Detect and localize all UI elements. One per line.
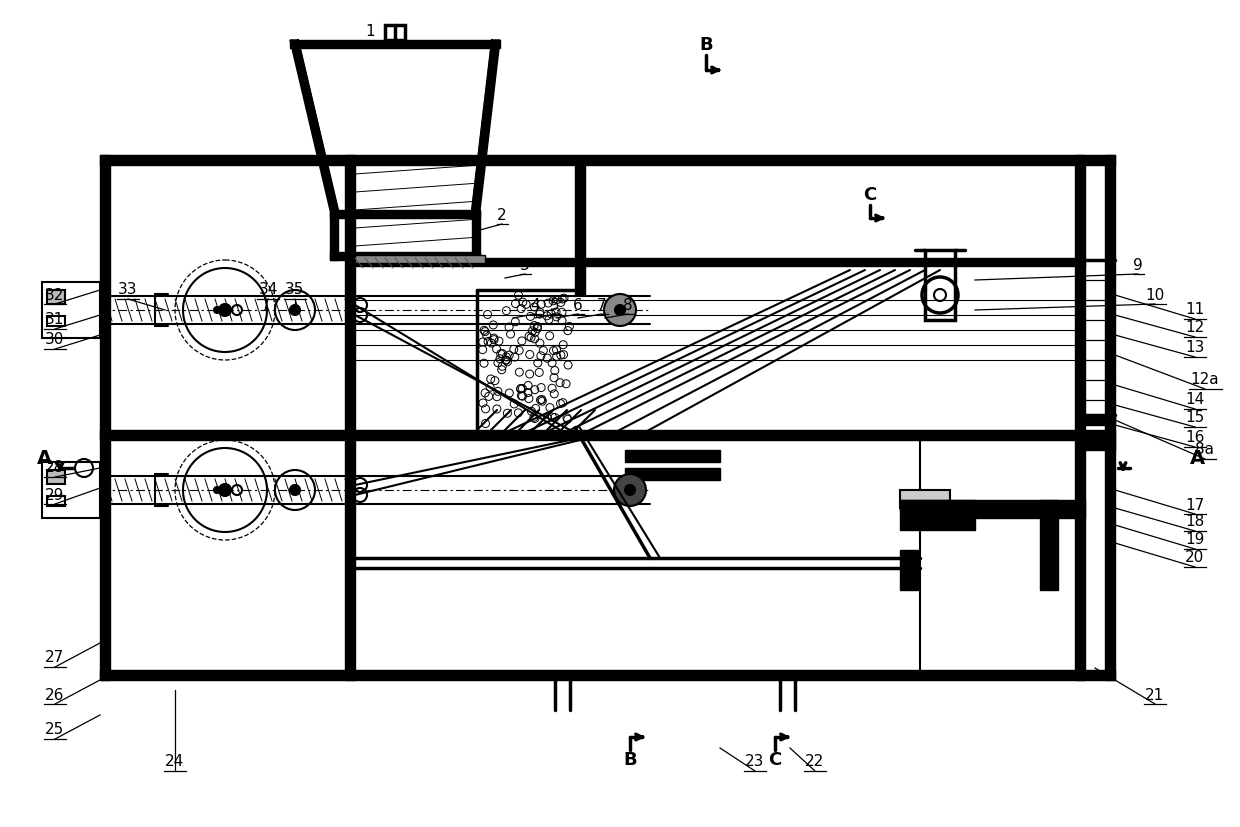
Bar [900,518,975,530]
Bar [900,500,975,512]
Text: 9: 9 [1133,257,1143,273]
Text: 35: 35 [285,283,305,298]
Circle shape [219,304,231,316]
Text: B: B [624,751,637,769]
Text: C: C [863,186,877,204]
Bar [355,258,1085,266]
Text: 26: 26 [46,687,64,702]
Text: 11: 11 [1185,303,1204,318]
Text: 31: 31 [46,313,64,327]
Text: 19: 19 [1185,533,1205,547]
Circle shape [604,294,636,326]
Bar [47,496,64,506]
Polygon shape [290,40,339,210]
Text: C: C [769,751,781,769]
Text: 24: 24 [165,754,185,769]
Bar [345,155,355,680]
Bar [1085,440,1115,450]
Circle shape [290,305,300,315]
Text: 33: 33 [118,283,138,298]
Bar [330,252,480,260]
Bar [355,155,1115,165]
Text: 16: 16 [1185,431,1205,446]
Text: 12a: 12a [1190,372,1219,388]
Bar [100,430,1115,440]
Bar [42,462,100,518]
Text: 30: 30 [46,332,64,347]
Bar [42,282,100,338]
Circle shape [625,485,635,495]
Text: 6: 6 [573,298,583,313]
Circle shape [614,474,646,506]
Text: 28: 28 [46,461,64,476]
Text: 34: 34 [258,283,278,298]
Text: 18: 18 [1185,514,1204,529]
Bar [290,40,500,48]
Text: 2: 2 [497,208,507,222]
Bar [355,255,485,263]
Bar [1085,415,1115,425]
Bar [900,490,950,508]
Bar [100,670,355,680]
Text: A: A [1190,448,1205,467]
Bar [100,155,110,680]
Bar [47,290,64,304]
Text: 1: 1 [366,25,374,40]
Polygon shape [472,40,500,210]
Bar [100,155,355,165]
Text: 29: 29 [46,487,64,503]
Text: B: B [699,36,713,54]
Bar [1105,155,1115,680]
Bar [330,210,480,218]
Text: 22: 22 [805,754,825,769]
Circle shape [215,307,219,313]
Bar [900,500,1085,518]
Text: 12: 12 [1185,321,1204,336]
Text: 23: 23 [745,754,765,769]
Text: 21: 21 [1146,687,1164,702]
Text: 14: 14 [1185,393,1204,408]
Text: 10: 10 [1146,288,1164,303]
Bar [472,210,480,260]
Text: 13: 13 [1185,341,1205,356]
Bar [925,250,955,320]
Bar [47,470,64,484]
Text: A: A [37,448,52,467]
Bar [330,210,339,260]
Circle shape [215,487,219,493]
Circle shape [219,484,231,496]
Text: 8: 8 [624,298,632,313]
Text: 32: 32 [46,288,64,303]
Bar [575,165,585,295]
Bar [384,25,405,40]
Bar [47,316,64,326]
Text: 20: 20 [1185,551,1204,566]
Text: 7: 7 [598,298,606,313]
Text: 8a: 8a [1195,442,1214,457]
Bar [355,670,1115,680]
Bar [1075,155,1085,680]
Circle shape [615,305,625,315]
Circle shape [290,485,300,495]
Bar [625,450,720,462]
Bar [1040,500,1058,590]
Text: 17: 17 [1185,498,1204,513]
Text: 27: 27 [46,651,64,666]
Text: 4: 4 [531,298,539,313]
Text: 3: 3 [520,257,529,273]
Bar [625,468,720,480]
Text: 25: 25 [46,723,64,738]
Text: 15: 15 [1185,410,1204,426]
Text: 5: 5 [551,298,559,313]
Bar [900,550,918,590]
